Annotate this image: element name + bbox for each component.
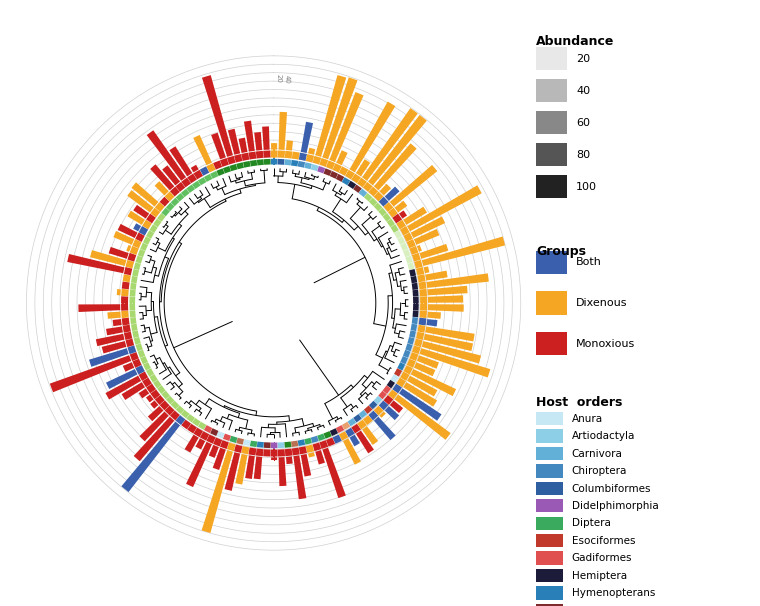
Text: Both: Both	[576, 258, 602, 267]
Text: Groups: Groups	[537, 245, 587, 258]
Text: 60: 60	[576, 118, 590, 128]
Text: 80: 80	[576, 150, 591, 159]
Text: Host  orders: Host orders	[537, 396, 622, 409]
Bar	[537, 429, 563, 442]
Text: Carnivora: Carnivora	[572, 448, 622, 459]
Bar	[537, 291, 567, 315]
Bar	[537, 482, 563, 495]
Bar	[537, 47, 567, 70]
Bar	[537, 175, 567, 198]
Text: Esociformes: Esociformes	[572, 536, 635, 546]
Bar	[537, 534, 563, 547]
Text: Anura: Anura	[572, 414, 603, 424]
Text: Gadiformes: Gadiformes	[572, 553, 632, 564]
Bar	[537, 251, 567, 274]
Text: 20: 20	[275, 75, 281, 84]
Text: Columbiformes: Columbiformes	[572, 484, 651, 493]
Bar	[537, 412, 563, 425]
Text: Artiodactyla: Artiodactyla	[572, 431, 635, 441]
Bar	[537, 447, 563, 460]
Bar	[537, 587, 563, 600]
Bar	[537, 569, 563, 582]
Text: Dixenous: Dixenous	[576, 298, 628, 308]
Bar	[537, 79, 567, 102]
Text: 100: 100	[576, 182, 597, 191]
Bar	[537, 516, 563, 530]
Text: 40: 40	[576, 85, 591, 96]
Bar	[537, 464, 563, 478]
Bar	[537, 551, 563, 565]
Text: 20: 20	[576, 54, 591, 64]
Text: Monoxious: Monoxious	[576, 339, 635, 348]
Bar	[537, 604, 563, 606]
Text: Chiroptera: Chiroptera	[572, 466, 627, 476]
Text: 40: 40	[283, 75, 290, 84]
Text: Abundance: Abundance	[537, 35, 615, 48]
Bar	[537, 499, 563, 513]
Bar	[537, 111, 567, 135]
Bar	[537, 332, 567, 355]
Text: Didelphimorphia: Didelphimorphia	[572, 501, 658, 511]
Bar	[537, 143, 567, 166]
Text: Hymenopterans: Hymenopterans	[572, 588, 655, 598]
Text: Hemiptera: Hemiptera	[572, 571, 627, 581]
Text: Diptera: Diptera	[572, 519, 610, 528]
